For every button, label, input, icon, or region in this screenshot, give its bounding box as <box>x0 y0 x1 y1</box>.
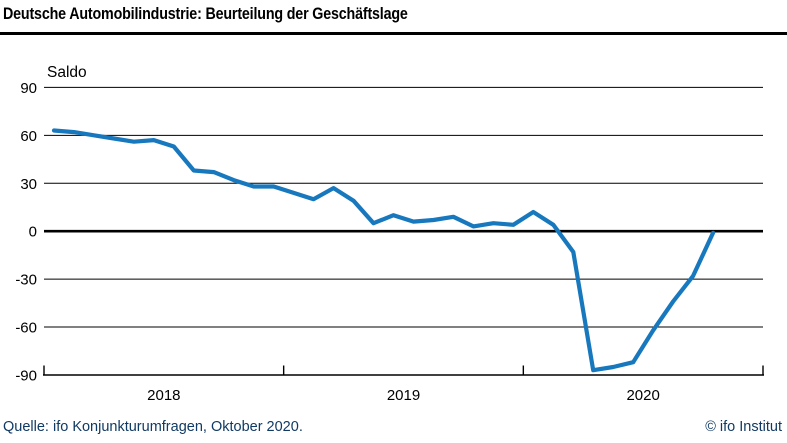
title-rule <box>0 32 787 35</box>
x-axis-label: 2019 <box>387 387 420 404</box>
y-axis-label: -60 <box>15 320 37 337</box>
source-note: Quelle: ifo Konjunkturumfragen, Oktober … <box>3 419 303 435</box>
y-axis-label: 60 <box>20 128 37 145</box>
y-axis-label: 90 <box>20 80 37 97</box>
x-axis-label: 2020 <box>626 387 659 404</box>
footer: Quelle: ifo Konjunkturumfragen, Oktober … <box>3 419 782 435</box>
y-axis-label: 0 <box>29 224 37 241</box>
copyright-note: © ifo Institut <box>705 419 782 435</box>
saldo-data-line <box>51 128 716 373</box>
y-axis-label: 30 <box>20 176 37 193</box>
y-axis-label: -90 <box>15 367 37 384</box>
y-axis-title: Saldo <box>47 64 87 81</box>
x-axis-label: 2018 <box>147 387 180 404</box>
y-axis-label: -30 <box>15 272 37 289</box>
chart-title: Deutsche Automobilindustrie: Beurteilung… <box>3 4 408 23</box>
